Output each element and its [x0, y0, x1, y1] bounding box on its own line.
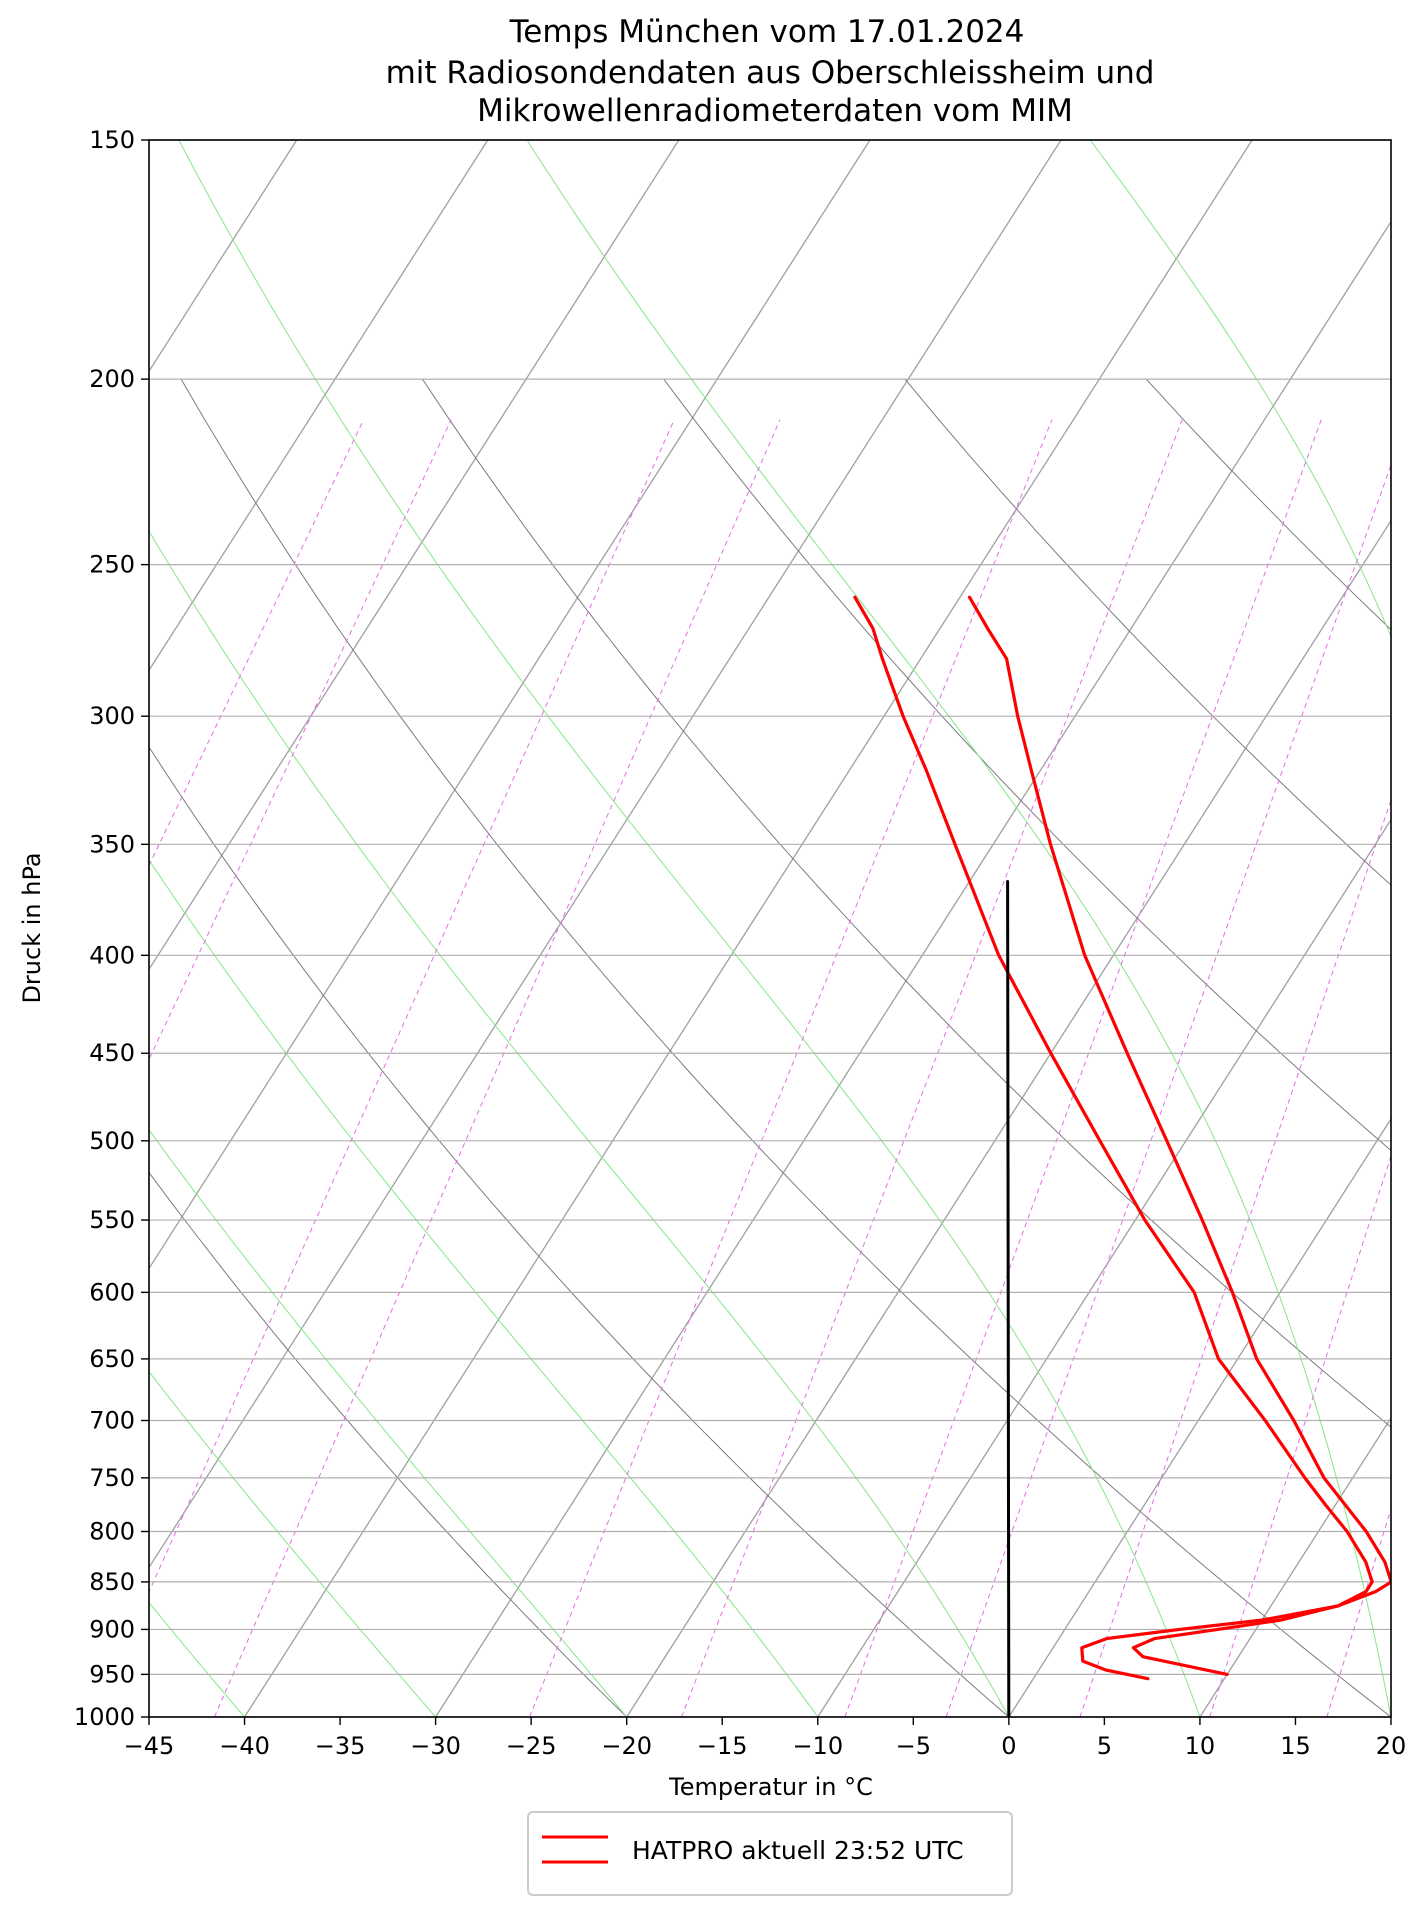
mixing-ratio-line	[1413, 420, 1427, 1717]
x-tick-label: 0	[1001, 1732, 1016, 1760]
mixing-ratio-line	[529, 419, 1053, 1717]
moist-adiabat-line	[149, 1129, 628, 1717]
y-tick-label: 800	[89, 1518, 135, 1546]
y-tick-label: 450	[89, 1039, 135, 1067]
mixing-ratio-line	[844, 419, 1322, 1717]
x-tick-label: −40	[219, 1732, 270, 1760]
mixing-ratio-line	[149, 419, 675, 1594]
isotherm-line	[435, 220, 1391, 1717]
chart-title-line-2: mit Radiosondendaten aus Oberschleisshei…	[386, 55, 1155, 91]
moist-adiabat-line	[526, 140, 1391, 1717]
y-tick-label: 600	[89, 1278, 135, 1306]
x-tick-label: −20	[601, 1732, 652, 1760]
isotherm-line	[243, 140, 1253, 1717]
dry-adiabat-line	[663, 378, 1391, 1152]
y-tick-label: 150	[89, 126, 135, 154]
y-tick-label: 900	[89, 1615, 135, 1643]
y-tick-label: 400	[89, 941, 135, 969]
x-tick-label: 10	[1185, 1732, 1216, 1760]
y-tick-label: 500	[89, 1127, 135, 1155]
dry-adiabat-line	[149, 746, 1010, 1717]
moist-adiabat-line	[178, 140, 1201, 1717]
isotherm-line	[1199, 1416, 1391, 1717]
moist-adiabat-line	[149, 530, 1010, 1717]
y-tick-label: 700	[89, 1407, 135, 1435]
plot-frame	[148, 139, 1392, 1718]
chart-title-line-3: Mikrowellenradiometerdaten vom MIM	[477, 93, 1073, 129]
moist-adiabat-line	[149, 1370, 436, 1717]
temperature-profile-line-2	[967, 595, 1391, 1681]
x-tick-label: −10	[792, 1732, 843, 1760]
x-tick-label: −5	[896, 1732, 931, 1760]
isotherm-line	[149, 140, 680, 971]
y-tick-label: 1000	[74, 1703, 135, 1731]
x-tick-label: 5	[1097, 1732, 1112, 1760]
y-tick-label: 350	[89, 830, 135, 858]
y-tick-label: 300	[89, 702, 135, 730]
y-tick-label: 650	[89, 1345, 135, 1373]
dry-adiabat-line	[904, 378, 1391, 886]
moist-adiabat-line	[1089, 140, 1391, 638]
isotherm-line	[1390, 1715, 1391, 1717]
mixing-ratio-line	[1209, 1154, 1391, 1717]
background-lines	[149, 140, 1427, 1717]
isotherm-line	[1008, 1117, 1391, 1717]
legend-label: HATPRO aktuell 23:52 UTC	[632, 1836, 964, 1865]
y-tick-label: 750	[89, 1464, 135, 1492]
x-tick-label: −45	[124, 1732, 175, 1760]
isotherm-line	[626, 519, 1391, 1717]
y-tick-label: 250	[89, 551, 135, 579]
y-tick-label: 200	[89, 365, 135, 393]
dry-adiabat-line	[1145, 378, 1391, 631]
y-axis-label: Druck in hPa	[18, 852, 46, 1003]
legend-box	[527, 1811, 1013, 1896]
mixing-ratio-line	[681, 419, 1183, 1717]
isotherm-line	[817, 818, 1391, 1717]
x-axis-label: Temperatur in °C	[668, 1773, 873, 1801]
reference-line	[1006, 880, 1011, 1717]
isotherm-line	[149, 140, 1062, 1569]
x-tick-label: −35	[315, 1732, 366, 1760]
x-tick-label: 20	[1376, 1732, 1407, 1760]
mixing-ratio-line	[149, 419, 452, 1061]
x-tick-label: −15	[697, 1732, 748, 1760]
y-tick-label: 950	[89, 1660, 135, 1688]
moist-adiabat-line	[149, 859, 819, 1717]
temperature-profile-line-1	[853, 595, 1374, 1677]
x-tick-label: −25	[506, 1732, 557, 1760]
mixing-ratio-line	[149, 419, 365, 867]
mixing-ratio-line	[945, 463, 1391, 1717]
dry-adiabat-line	[180, 378, 1391, 1717]
isotherm-line	[149, 140, 871, 1270]
pressure-gridlines	[149, 139, 1391, 1718]
x-tick-label: −30	[410, 1732, 461, 1760]
legend: HATPRO aktuell 23:52 UTC	[527, 1811, 1013, 1896]
profile-series	[853, 595, 1391, 1717]
x-axis-ticks: −45 −40 −35 −30 −25 −20 −15 −10 −5 0 5 10 15 20	[124, 1717, 1407, 1760]
mixing-ratio-line	[213, 419, 781, 1717]
mixing-ratio-line	[1079, 798, 1391, 1717]
isotherm-line	[149, 140, 489, 672]
mixing-ratio-line	[1326, 1507, 1391, 1717]
x-tick-label: 15	[1280, 1732, 1311, 1760]
dry-adiabat-line	[421, 378, 1391, 1428]
y-tick-label: 550	[89, 1206, 135, 1234]
y-axis-ticks: 150 200 250 300 350 400 450 500 550 600 650 700 750 8…	[74, 126, 149, 1731]
y-tick-label: 850	[89, 1568, 135, 1596]
chart-title-line-1: Temps München vom 17.01.2024	[509, 14, 1025, 50]
